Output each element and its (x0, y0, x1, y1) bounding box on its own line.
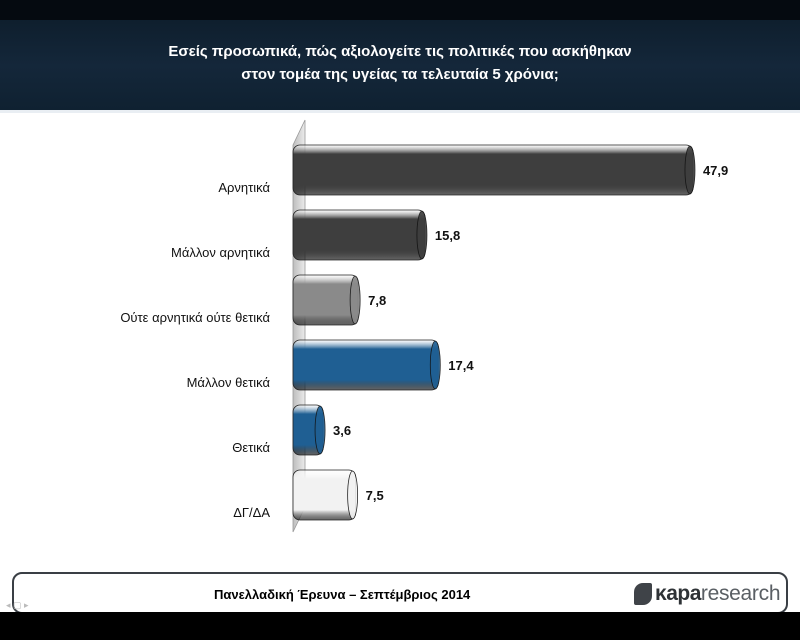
bar-5 (292, 469, 357, 521)
value-label-4: 3,6 (333, 423, 351, 438)
bar-cap-3 (429, 340, 441, 390)
value-label-3: 17,4 (448, 358, 474, 373)
kapa-research-logo: κapa research (634, 580, 781, 608)
logo-text-kapa: κapa (655, 582, 701, 605)
bar-2 (292, 274, 359, 326)
bar-chart: Αρνητικά 47,9 Μάλλον αρνητικά 15,8 Ούτε αρνη… (120, 119, 728, 533)
category-label-0: Αρνητικά (218, 180, 270, 195)
value-label-5: 7,5 (366, 488, 384, 503)
slideshow-controls-icon[interactable]: ◂ ▢ ▸ (6, 600, 29, 610)
title-header: Εσείς προσωπικά, πώς αξιολογείτε τις πολ… (0, 0, 800, 113)
bar-cap-4 (314, 405, 326, 455)
logo-mark-icon (634, 583, 652, 605)
bar-0 (292, 144, 694, 196)
category-label-1: Μάλλον αρνητικά (171, 245, 270, 260)
value-label-2: 7,8 (368, 293, 386, 308)
header-top-band (0, 0, 800, 20)
bar-cap-0 (684, 145, 696, 195)
bar-cap-1 (416, 210, 428, 260)
category-label-3: Μάλλον θετικά (187, 375, 271, 390)
chart-title-line-2: στον τομέα της υγείας τα τελευταία 5 χρό… (241, 66, 559, 83)
chart-title-line-1: Εσείς προσωπικά, πώς αξιολογείτε τις πολ… (168, 43, 632, 60)
bar-1 (292, 209, 426, 261)
value-label-1: 15,8 (435, 228, 460, 243)
bottom-band (0, 612, 800, 640)
category-label-4: Θετικά (232, 440, 270, 455)
logo-text-research: research (700, 582, 781, 605)
bar-cap-5 (347, 470, 359, 520)
category-label-5: ΔΓ/ΔΑ (233, 505, 270, 520)
bar-cap-2 (349, 275, 361, 325)
footer-box: Πανελλαδική Έρευνα – Σεπτέμβριος 2014 κa… (12, 572, 788, 614)
bar-3 (292, 339, 439, 391)
survey-caption: Πανελλαδική Έρευνα – Σεπτέμβριος 2014 (214, 587, 471, 602)
value-label-0: 47,9 (703, 163, 728, 178)
category-label-2: Ούτε αρνητικά ούτε θετικά (120, 310, 270, 325)
